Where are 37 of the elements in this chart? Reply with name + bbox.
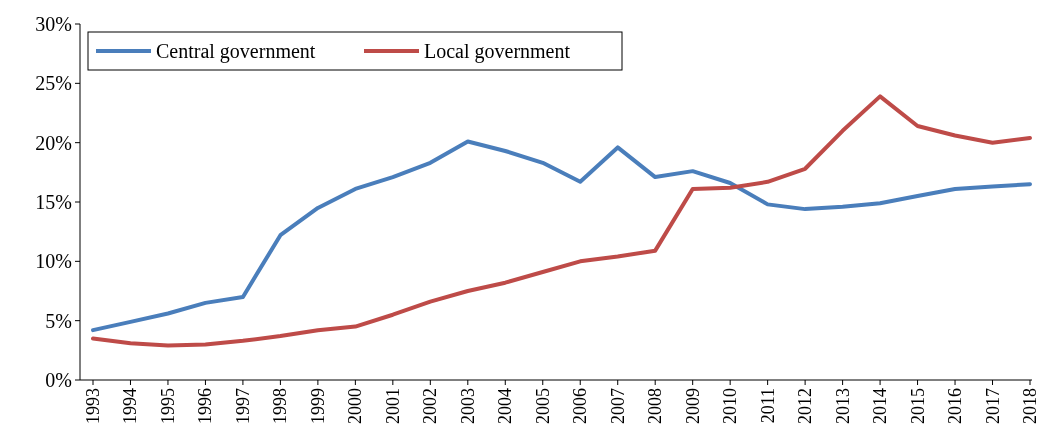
x-tick-label: 1996: [195, 388, 216, 424]
y-tick-label: 30%: [35, 13, 72, 35]
x-tick-label: 2013: [832, 388, 853, 424]
line-series: [91, 94, 1032, 348]
y-tick-label: 0%: [45, 369, 72, 391]
x-tick-label: 2018: [1020, 388, 1040, 424]
x-tick-label: 1999: [307, 388, 328, 424]
x-tick-label: 2017: [982, 388, 1003, 424]
x-tick-label: 2016: [945, 388, 966, 424]
legend-label: Local government: [424, 40, 571, 63]
legend-label: Central government: [156, 40, 316, 63]
x-tick-label: 2012: [795, 388, 816, 424]
x-tick-label: 2000: [345, 388, 366, 424]
y-tick-label: 25%: [35, 72, 72, 95]
x-tick-label: 1994: [120, 388, 141, 424]
x-tick-label: 1998: [270, 388, 291, 424]
x-tick-label: 2001: [382, 388, 403, 424]
y-tick-label: 20%: [35, 131, 72, 154]
x-tick-label: 2010: [720, 388, 741, 424]
y-tick-label: 15%: [35, 191, 72, 213]
y-tick-label: 5%: [45, 309, 72, 332]
x-tick-label: 2006: [570, 388, 591, 424]
x-tick-label: 2003: [457, 388, 478, 424]
x-tick-label: 2005: [532, 388, 553, 424]
line-series: [91, 139, 1032, 333]
x-tick-label: 2015: [907, 388, 928, 424]
x-tick-label: 2009: [682, 388, 703, 424]
y-tick-label: 10%: [35, 250, 72, 273]
x-tick-label: 1997: [232, 388, 253, 424]
x-tick-label: 2007: [607, 388, 628, 424]
x-tick-label: 2002: [420, 388, 441, 424]
x-tick-label: 1993: [83, 388, 103, 424]
x-tick-label: 2008: [645, 388, 666, 424]
x-tick-label: 2004: [495, 388, 516, 424]
x-tick-label: 1995: [157, 388, 178, 424]
x-tick-label: 2011: [757, 388, 778, 424]
x-tick-label: 2014: [870, 388, 891, 424]
